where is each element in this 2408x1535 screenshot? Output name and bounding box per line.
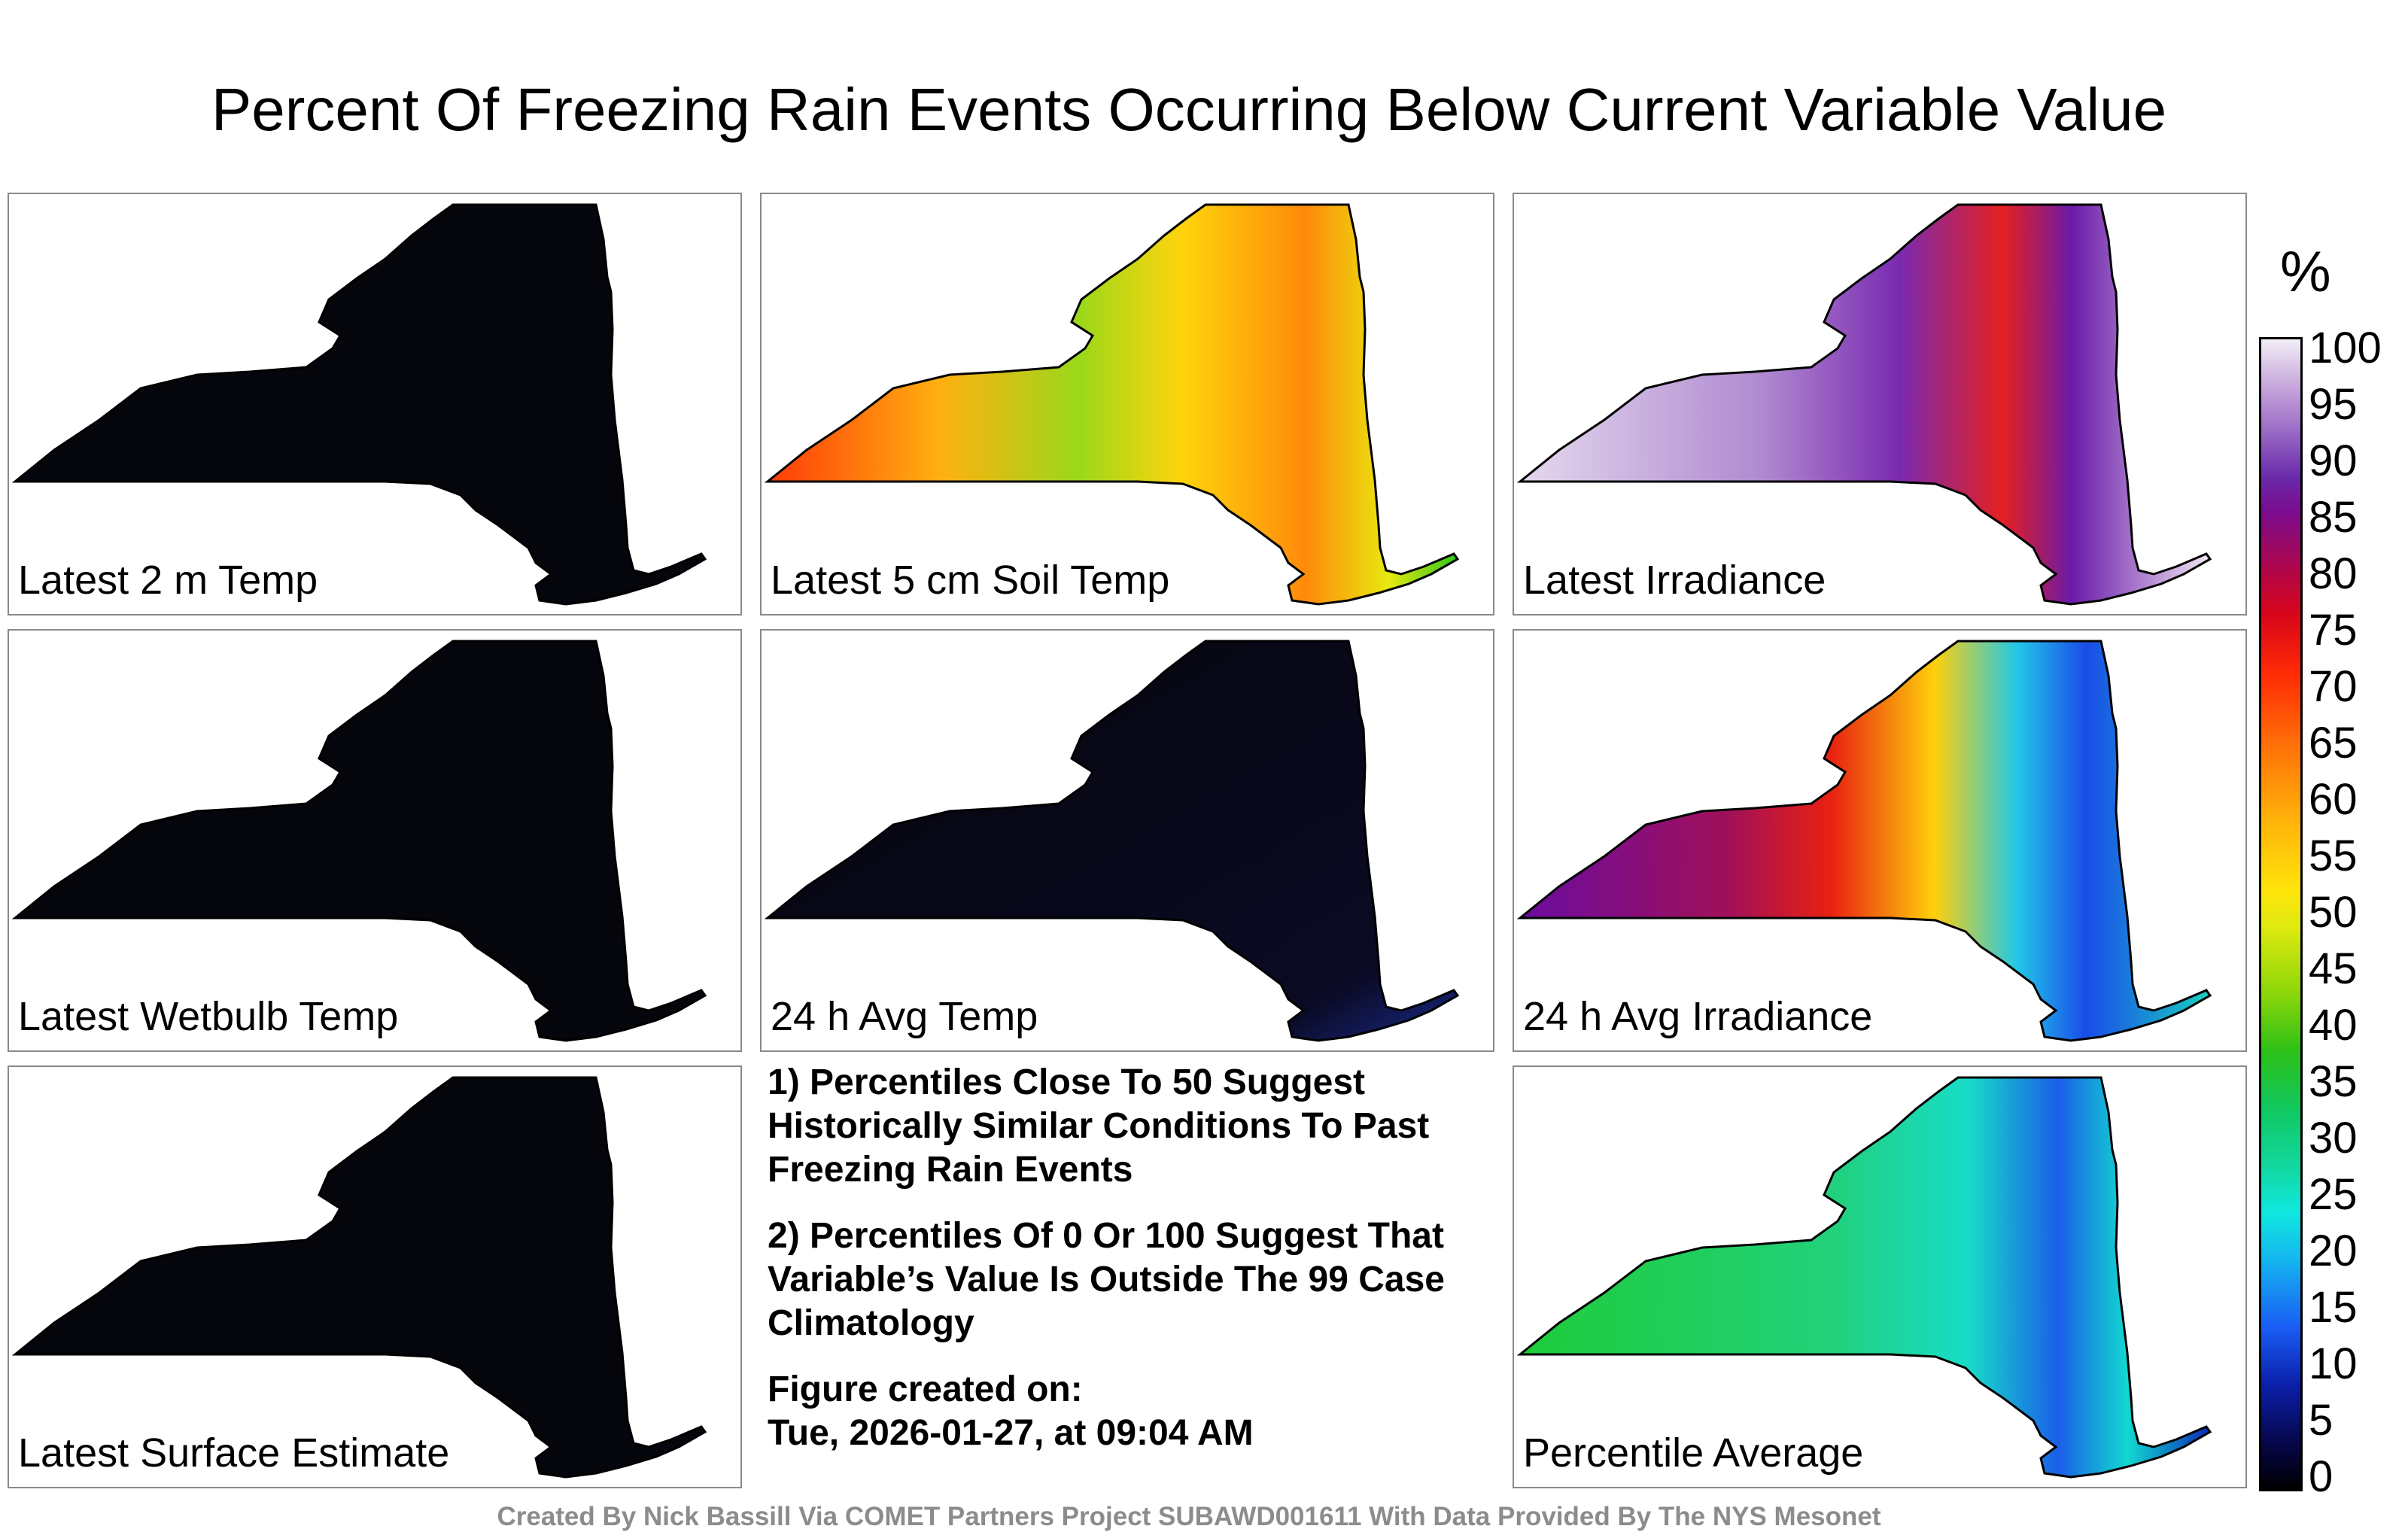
colorbar-tick: 5	[2309, 1396, 2334, 1445]
figure-title: Percent Of Freezing Rain Events Occurrin…	[211, 76, 2167, 143]
ny-map	[764, 640, 1460, 1042]
panel-label: Latest 5 cm Soil Temp	[771, 558, 1170, 603]
panel-label: 24 h Avg Temp	[771, 994, 1038, 1039]
colorbar-tick: 40	[2309, 1001, 2358, 1050]
ny-state-outline	[11, 1076, 707, 1479]
panel-label: Percentile Average	[1523, 1430, 1864, 1476]
created-label: Figure created on:	[768, 1369, 1083, 1409]
panel-label: Latest Irradiance	[1523, 558, 1826, 603]
ny-state-outline	[1516, 640, 2212, 1042]
colorbar-tick: 95	[2309, 380, 2358, 429]
panel-label: Latest Wetbulb Temp	[18, 994, 399, 1039]
ny-state-outline	[1516, 1076, 2212, 1479]
ny-map	[11, 203, 707, 606]
ny-map	[1516, 203, 2212, 606]
panel-latest-wetbulb-temp: Latest Wetbulb Temp	[8, 629, 742, 1052]
panel-label: 24 h Avg Irradiance	[1523, 994, 1873, 1039]
colorbar-tick: 10	[2309, 1339, 2358, 1388]
panel-24h-avg-temp: 24 h Avg Temp	[760, 629, 1494, 1052]
panel-latest-2m-temp: Latest 2 m Temp	[8, 193, 742, 616]
colorbar-tick: 30	[2309, 1114, 2358, 1163]
colorbar-tick: 0	[2309, 1452, 2334, 1501]
ny-map	[1516, 1076, 2212, 1479]
ny-state-outline	[11, 203, 707, 606]
colorbar-tick: 85	[2309, 493, 2358, 542]
colorbar-tick: 50	[2309, 888, 2358, 937]
notes-text: 1) Percentiles Close To 50 Suggest Histo…	[768, 1061, 1490, 1478]
colorbar	[2259, 337, 2303, 1491]
panel-24h-avg-irradiance: 24 h Avg Irradiance	[1513, 629, 2247, 1052]
ny-map	[11, 1076, 707, 1479]
panel-label: Latest Surface Estimate	[18, 1430, 450, 1476]
ny-state-outline	[764, 203, 1460, 606]
colorbar-tick: 15	[2309, 1283, 2358, 1332]
colorbar-tick: 80	[2309, 549, 2358, 598]
ny-map	[1516, 640, 2212, 1042]
panel-latest-5cm-soil-temp: Latest 5 cm Soil Temp	[760, 193, 1494, 616]
colorbar-tick: 45	[2309, 944, 2358, 993]
created-date: Tue, 2026-01-27, at 09:04 AM	[768, 1413, 1254, 1453]
colorbar-tick: 65	[2309, 719, 2358, 768]
colorbar-tick: 60	[2309, 775, 2358, 824]
colorbar-tick: 20	[2309, 1226, 2358, 1275]
colorbar-tick: 90	[2309, 436, 2358, 485]
ny-state-outline	[1516, 203, 2212, 606]
colorbar-tick: 55	[2309, 831, 2358, 880]
colorbar-tick: 35	[2309, 1057, 2358, 1106]
ny-state-outline	[11, 640, 707, 1042]
ny-map	[764, 203, 1460, 606]
colorbar-tick: 70	[2309, 662, 2358, 711]
footer-credit: Created By Nick Bassill Via COMET Partne…	[497, 1502, 1881, 1531]
colorbar-unit: %	[2280, 240, 2331, 304]
ny-map	[11, 640, 707, 1042]
colorbar-tick: 25	[2309, 1170, 2358, 1219]
panel-latest-surface-estimate: Latest Surface Estimate	[8, 1065, 742, 1488]
note-1: 1) Percentiles Close To 50 Suggest Histo…	[768, 1062, 1430, 1190]
note-2: 2) Percentiles Of 0 Or 100 Suggest That …	[768, 1216, 1445, 1343]
colorbar-tick: 100	[2309, 324, 2382, 372]
panel-label: Latest 2 m Temp	[18, 558, 318, 603]
ny-state-outline	[764, 640, 1460, 1042]
panel-percentile-average: Percentile Average	[1513, 1065, 2247, 1488]
colorbar-tick: 75	[2309, 606, 2358, 655]
panel-latest-irradiance: Latest Irradiance	[1513, 193, 2247, 616]
